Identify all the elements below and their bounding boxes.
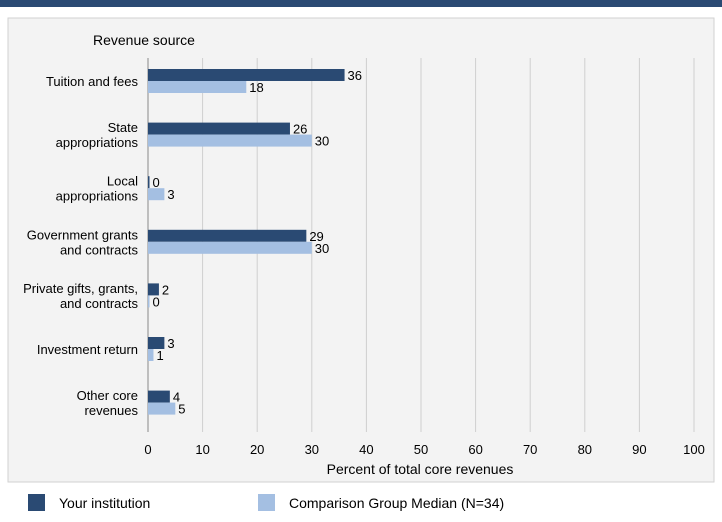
bar-value-label: 18 [249,80,263,95]
category-label: appropriations [56,135,139,150]
category-label: Private gifts, grants, [23,281,138,296]
bar-your-institution [148,122,290,135]
category-label: Other core [77,388,138,403]
bar-value-label: 3 [167,187,174,202]
x-tick-labels: 0 10 20 30 40 50 60 70 80 90 100 [144,442,704,457]
x-tick-label: 40 [359,442,373,457]
bar-value-label: 30 [315,241,329,256]
bar-your-institution [148,390,170,403]
x-tick-label: 90 [632,442,646,457]
x-axis-label: Percent of total core revenues [327,461,514,477]
category-label: and contracts [60,296,139,311]
legend-label: Comparison Group Median (N=34) [289,495,504,511]
bar-value-label: 4 [173,390,180,405]
bar-value-label: 26 [293,122,307,137]
legend-label: Your institution [59,495,150,511]
x-tick-label: 10 [195,442,209,457]
gridlines [147,58,695,432]
bar-comparison-median [148,295,150,308]
bar-comparison-median [148,349,154,361]
category-label: Local [107,174,138,189]
bar-value-label: 36 [348,68,362,83]
bar-value-label: 3 [167,336,174,351]
x-tick-label: 60 [468,442,482,457]
bar-value-label: 29 [309,229,323,244]
bar-your-institution [148,176,150,189]
bar-value-label: 1 [156,348,163,363]
legend-swatch [258,494,275,511]
bar-your-institution [148,283,159,296]
bar-your-institution [148,229,307,242]
category-label: revenues [85,403,139,418]
bar-value-label: 2 [162,282,169,297]
legend: Your institution Comparison Group Median … [28,494,504,511]
category-labels: Tuition and feesStateappropriationsLocal… [23,74,138,418]
x-tick-label: 30 [305,442,319,457]
category-label: and contracts [60,242,139,257]
bar-value-label: 30 [315,134,329,149]
bar-comparison-median [148,188,165,201]
bar-comparison-median [148,241,312,254]
category-label: State [108,120,138,135]
bar-value-label: 0 [153,294,160,309]
bars: 36 26 0 29 2 3 4 18 30 3 30 0 1 5 [148,68,362,417]
bar-value-label: 5 [178,402,185,417]
chart-title: Revenue source [93,32,195,48]
bar-comparison-median [148,134,312,147]
x-tick-label: 20 [250,442,264,457]
top-accent-bar [0,0,722,7]
category-label: Government grants [27,227,139,242]
legend-swatch [28,494,45,511]
x-tick-label: 50 [414,442,428,457]
bar-comparison-median [148,402,176,415]
bar-comparison-median [148,81,247,93]
plot-background [7,17,715,483]
x-tick-label: 100 [683,442,705,457]
bar-your-institution [148,337,165,349]
x-tick-label: 80 [578,442,592,457]
category-label: Investment return [37,342,138,357]
category-label: appropriations [56,189,139,204]
x-tick-label: 0 [144,442,151,457]
bar-value-label: 0 [153,175,160,190]
category-label: Tuition and fees [46,74,139,89]
x-tick-label: 70 [523,442,537,457]
bar-your-institution [148,69,345,81]
